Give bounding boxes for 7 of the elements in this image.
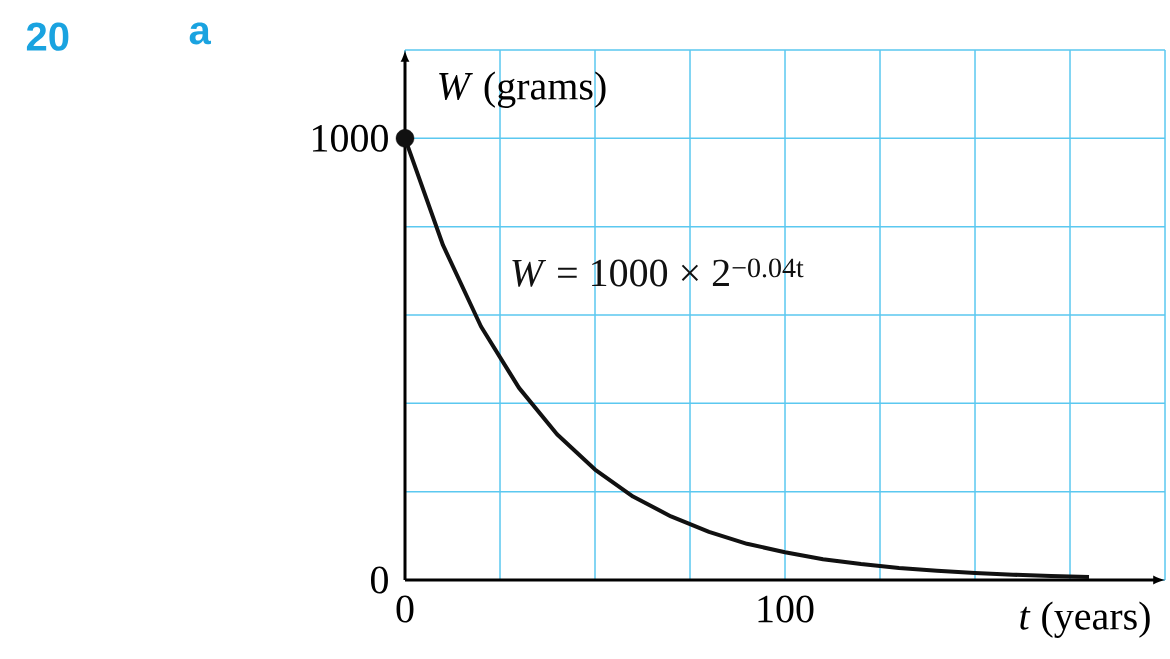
y-axis-title: W (grams) <box>439 71 606 108</box>
y-tick-label: 1000 <box>312 124 388 152</box>
text: 20 <box>26 22 69 51</box>
x-axis-title: t (years) <box>1020 601 1150 638</box>
series-label: W = 1000 × 2$^{−0.04t}$ <box>512 258 804 287</box>
x-tick-label: 100 <box>758 595 814 623</box>
text: a <box>189 22 212 45</box>
